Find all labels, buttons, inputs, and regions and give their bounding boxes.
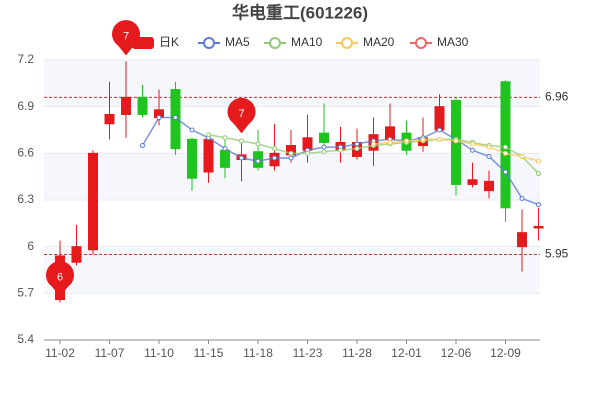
candle-body <box>434 106 445 131</box>
x-tick-label: 12-09 <box>490 346 521 360</box>
annotation-label: 6 <box>57 272 63 284</box>
ma-point <box>288 150 294 156</box>
annotation-label: 7 <box>123 30 129 42</box>
x-tick-label: 12-06 <box>441 346 472 360</box>
candle-body <box>187 138 197 179</box>
ma-point <box>222 135 228 141</box>
candle-body <box>88 152 98 251</box>
legend-icon <box>203 37 215 49</box>
ma-point <box>486 153 492 159</box>
ma-point <box>239 155 244 161</box>
ma-point <box>288 155 294 161</box>
x-tick-label: 11-15 <box>194 346 224 360</box>
plot-band <box>44 246 540 294</box>
y-tick-label: 7.2 <box>17 52 34 66</box>
legend-label: MA10 <box>291 35 323 49</box>
legend-icon <box>269 37 281 49</box>
ma-point <box>470 147 475 153</box>
y-tick-label: 5.7 <box>17 286 34 300</box>
legend-label: MA20 <box>363 35 395 49</box>
ma-point <box>272 146 277 152</box>
ma-point <box>470 141 475 147</box>
candle-body <box>71 246 82 263</box>
x-tick-label: 11-02 <box>45 346 75 360</box>
ma-point <box>536 171 541 177</box>
annotation-label: 7 <box>238 108 244 120</box>
y-tick-label: 6.9 <box>17 99 34 113</box>
ma-point <box>503 169 508 175</box>
candle-body <box>220 149 230 168</box>
ma-point <box>437 136 442 142</box>
ma-point <box>321 144 327 150</box>
x-tick-label: 11-28 <box>342 346 372 360</box>
candle-body <box>467 179 478 185</box>
candle-body <box>104 113 115 125</box>
y-tick-label: 6.3 <box>17 192 34 206</box>
legend-icon <box>341 37 353 49</box>
ma-point <box>486 144 492 150</box>
ma-point <box>420 136 426 142</box>
x-tick-label: 11-18 <box>243 346 273 360</box>
candle-body <box>484 180 494 192</box>
ma-point <box>354 146 360 152</box>
ma-point <box>536 202 541 208</box>
ma-point <box>371 141 376 147</box>
annotation-pin <box>227 97 256 134</box>
y-tick-label: 6.6 <box>17 146 34 160</box>
ma-point <box>404 138 409 144</box>
y-tick-label: 6 <box>27 239 34 253</box>
ma-point <box>305 150 310 156</box>
ma-point <box>354 141 360 147</box>
reference-label: 6.96 <box>545 90 569 104</box>
ma-point <box>387 139 393 145</box>
ma-point <box>255 141 261 147</box>
plot-band <box>44 153 540 200</box>
ma-point <box>255 158 261 164</box>
x-tick-label: 11-23 <box>293 346 323 360</box>
ma-point <box>519 195 525 201</box>
candle-body <box>319 132 329 143</box>
ma-point <box>222 146 228 152</box>
plot-band <box>44 60 540 107</box>
legend-icon <box>132 37 154 49</box>
candle-body <box>121 96 131 115</box>
ma-point <box>519 153 525 159</box>
x-tick-label: 11-07 <box>95 346 125 360</box>
candle-body <box>203 138 214 173</box>
ma-point <box>272 155 277 161</box>
ma-point <box>189 127 195 133</box>
legend-label: MA30 <box>437 35 469 49</box>
ma-point <box>156 115 162 121</box>
candle-body <box>137 96 148 115</box>
candle-body <box>517 232 527 248</box>
ma-point <box>536 158 541 164</box>
ma-point <box>338 147 343 153</box>
ma-point <box>173 115 178 121</box>
ma-point <box>453 138 459 144</box>
ma-point <box>503 150 508 156</box>
legend-icon <box>415 37 427 49</box>
ma-point <box>321 149 327 155</box>
ma-point <box>206 132 211 138</box>
chart-title: 华电重工(601226) <box>232 2 368 22</box>
ma-point <box>140 143 145 149</box>
candle-body <box>533 225 544 229</box>
ma-point <box>239 138 244 144</box>
reference-label: 5.95 <box>545 247 569 261</box>
annotation-pin <box>46 261 74 297</box>
x-tick-label: 12-01 <box>391 346 422 360</box>
y-tick-label: 5.4 <box>17 332 34 346</box>
legend-label: MA5 <box>225 35 250 49</box>
ma-point <box>437 127 442 133</box>
legend-label: 日K <box>159 35 179 49</box>
ma-point <box>503 144 508 150</box>
x-tick-label: 11-10 <box>144 346 174 360</box>
